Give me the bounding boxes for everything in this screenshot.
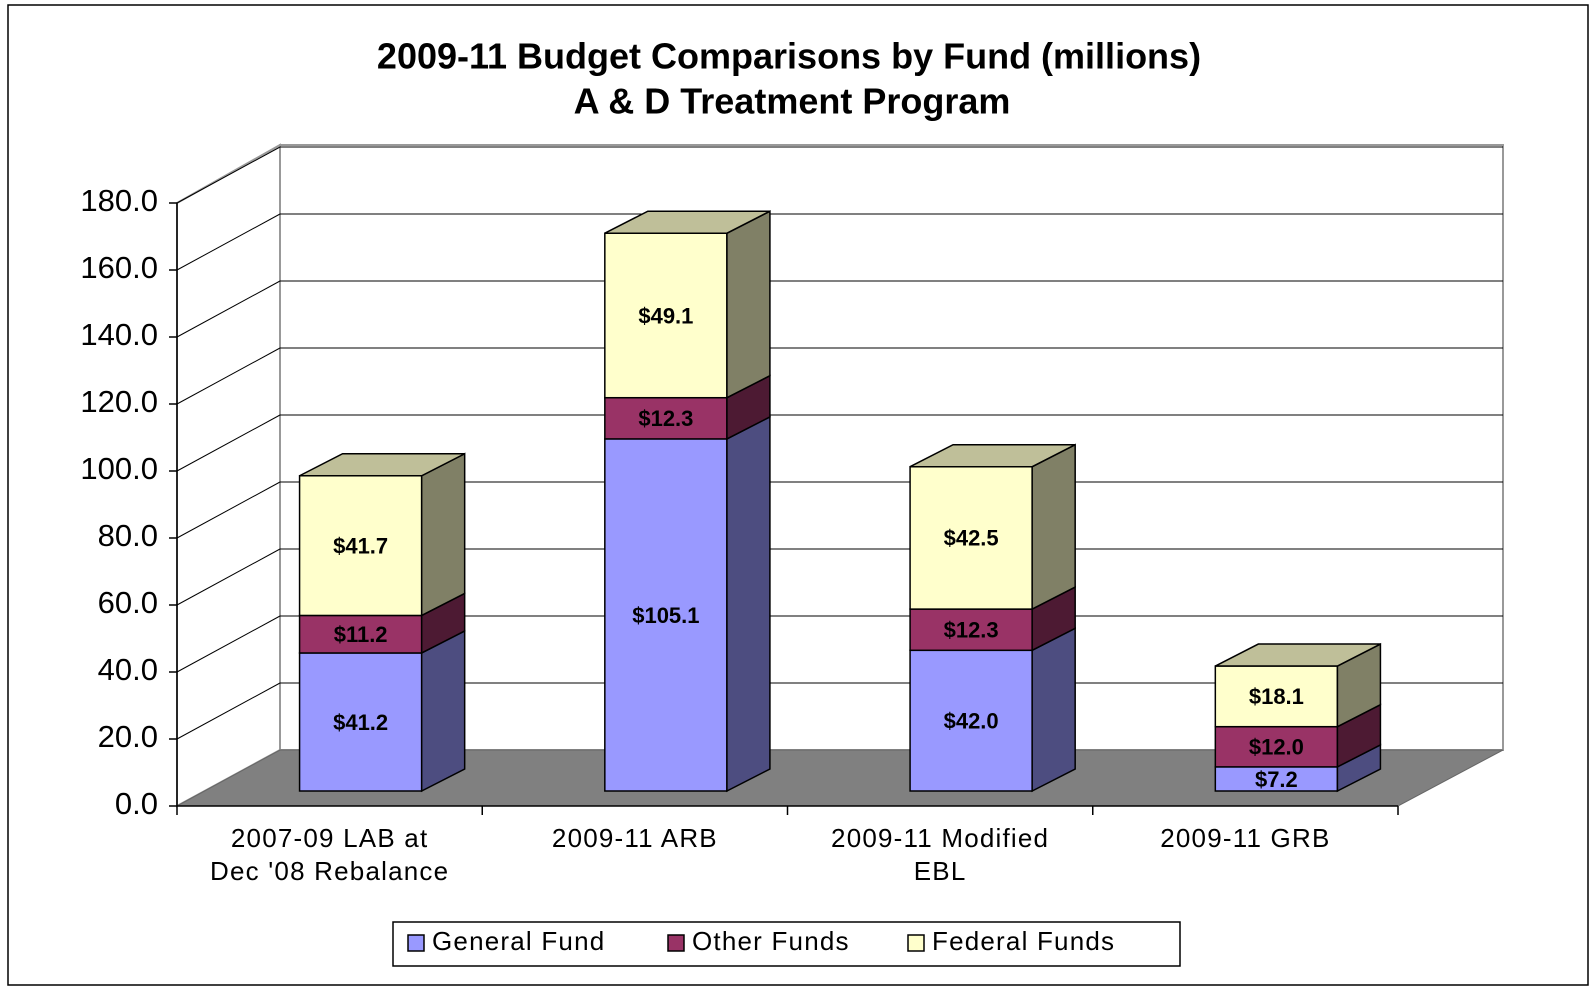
bar-segment-top [604,210,771,234]
legend-label: General Fund [432,926,605,956]
grid-line-side [176,414,281,472]
data-label: $49.1 [638,303,693,328]
grid-line-side [176,615,281,673]
y-tick-label: 20.0 [98,719,158,754]
data-label: $42.5 [944,526,999,551]
y-tick-label: 100.0 [80,451,158,486]
bar-segment [1214,665,1339,728]
data-label: $12.3 [638,406,693,431]
y-tick-label: 40.0 [98,652,158,687]
bar-segment-top [909,443,1076,468]
x-tick-label: 2007-09 LAB at Dec '08 Rebalance [209,823,450,886]
y-tick-label: 160.0 [80,250,158,285]
bar-segment-side [1031,627,1076,793]
legend-swatch [407,934,425,952]
grid-line-side [176,682,281,740]
grid-line-side [176,347,281,405]
bar-segment-side [420,452,466,617]
data-label: $105.1 [632,603,699,628]
legend-label: Other Funds [692,926,850,956]
grid-line-side [176,146,281,204]
y-tick-label: 60.0 [98,585,158,620]
side-wall [176,143,281,808]
data-label: $12.0 [1249,735,1304,760]
bar-segment [298,652,423,792]
grid-line-side [176,481,281,539]
legend-label: Federal Funds [932,926,1115,956]
bar-segment [298,475,423,617]
grid-line-side [176,548,281,606]
data-label: $7.2 [1255,767,1298,792]
bar-segment-side [726,415,771,793]
bar-segment [909,608,1033,652]
bar-segment [1214,725,1339,768]
bar-segment-side [420,629,466,793]
bar-segment [909,649,1033,792]
data-label: $18.1 [1249,684,1304,709]
bar-segment-top [1214,643,1381,667]
bar-segment [909,465,1033,610]
data-label: $11.2 [334,622,388,647]
legend-swatch [667,934,685,952]
bar-segment-top [299,453,466,477]
x-tick-label: 2009-11 GRB [1160,823,1331,853]
data-label: $41.7 [333,533,388,558]
legend-box [392,921,1181,967]
y-tick-label: 120.0 [80,384,158,419]
y-tick-label: 140.0 [80,317,158,352]
data-label: $12.3 [944,618,999,643]
bar-segment-side [726,209,771,399]
legend-swatch [907,934,925,952]
grid-line-side [176,213,281,271]
chart-subtitle: A & D Treatment Program [574,81,1011,122]
bar-segment-side [1031,443,1076,611]
grid-line-side [176,280,281,338]
data-label: $42.0 [944,708,999,733]
y-tick-label: 180.0 [80,183,158,218]
x-tick-label: 2009-11 ARB [551,823,718,853]
chart-title: 2009-11 Budget Comparisons by Fund (mill… [377,36,1201,77]
bar-segment [298,614,423,654]
data-label: $41.2 [333,710,388,735]
y-tick-label: 0.0 [115,786,158,821]
y-tick-label: 80.0 [98,518,158,553]
x-tick-label: 2009-11 Modified EBL [831,823,1050,886]
